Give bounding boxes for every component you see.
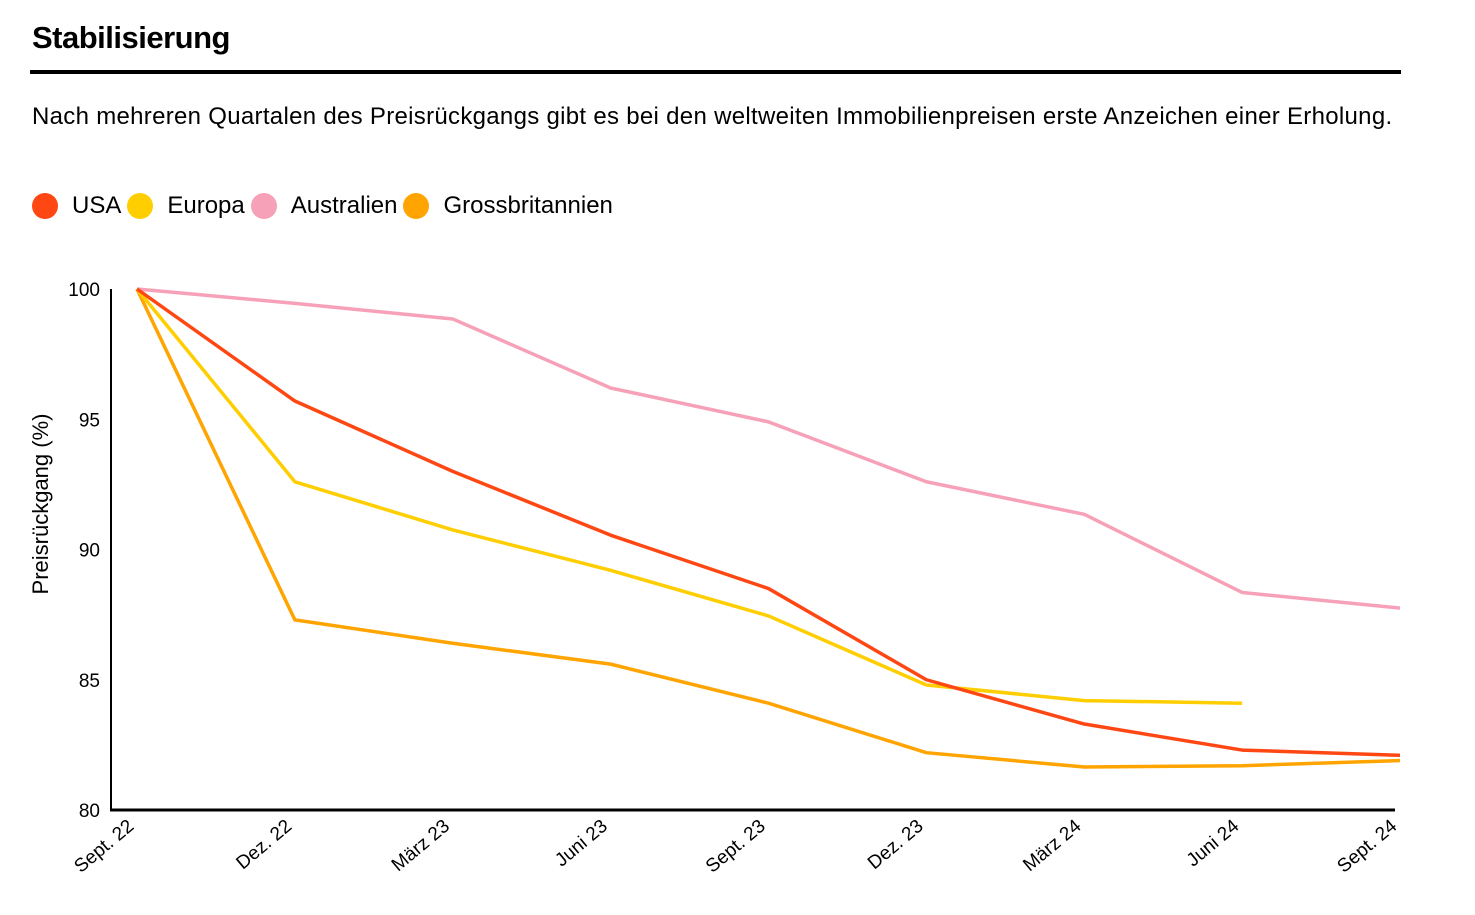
y-tick-label: 100 xyxy=(68,280,100,301)
legend-swatch xyxy=(32,193,58,219)
x-tick-label: Sept. 23 xyxy=(702,816,770,878)
y-axis-label: Preisrückgang (%) xyxy=(28,414,53,595)
legend-item: Europa xyxy=(127,192,245,220)
legend-item: Australien xyxy=(250,192,398,220)
legend-label: Europa xyxy=(167,192,245,219)
chart-subtitle: Nach mehreren Quartalen des Preisrückgan… xyxy=(32,103,1393,130)
x-tick-label: März 24 xyxy=(1019,815,1085,875)
legend-swatch xyxy=(403,193,430,219)
chart-title: Stabilisierung xyxy=(32,20,230,55)
series-line-usa xyxy=(135,287,1401,758)
y-tick-label: 80 xyxy=(79,801,100,822)
x-tick-label: Dez. 23 xyxy=(864,816,928,874)
legend-item: Grossbritannien xyxy=(403,192,613,220)
y-tick-label: 90 xyxy=(79,541,100,562)
y-tick-label: 95 xyxy=(79,410,100,431)
series-line-grossbritannien xyxy=(135,288,1401,769)
legend-item: USA xyxy=(32,192,121,220)
x-tick-label: Juni 23 xyxy=(551,816,611,871)
legend-label: USA xyxy=(72,192,122,219)
series-line-australien xyxy=(136,287,1401,610)
y-tick-label: 85 xyxy=(79,671,100,692)
x-tick-label: Juni 24 xyxy=(1183,815,1244,871)
legend: USA Europa Australien Grossbritannien xyxy=(32,192,619,220)
x-tick-label: Sept. 24 xyxy=(1333,815,1401,877)
legend-label: Grossbritannien xyxy=(443,192,613,219)
x-tick-label: Sept. 22 xyxy=(70,816,138,878)
legend-label: Australien xyxy=(290,192,398,219)
x-tick-label: Dez. 22 xyxy=(232,816,296,874)
title-divider xyxy=(30,70,1401,74)
series-line-europa xyxy=(135,287,1243,705)
legend-swatch xyxy=(127,193,154,219)
legend-swatch xyxy=(250,193,277,219)
x-tick-label: März 23 xyxy=(388,816,454,876)
